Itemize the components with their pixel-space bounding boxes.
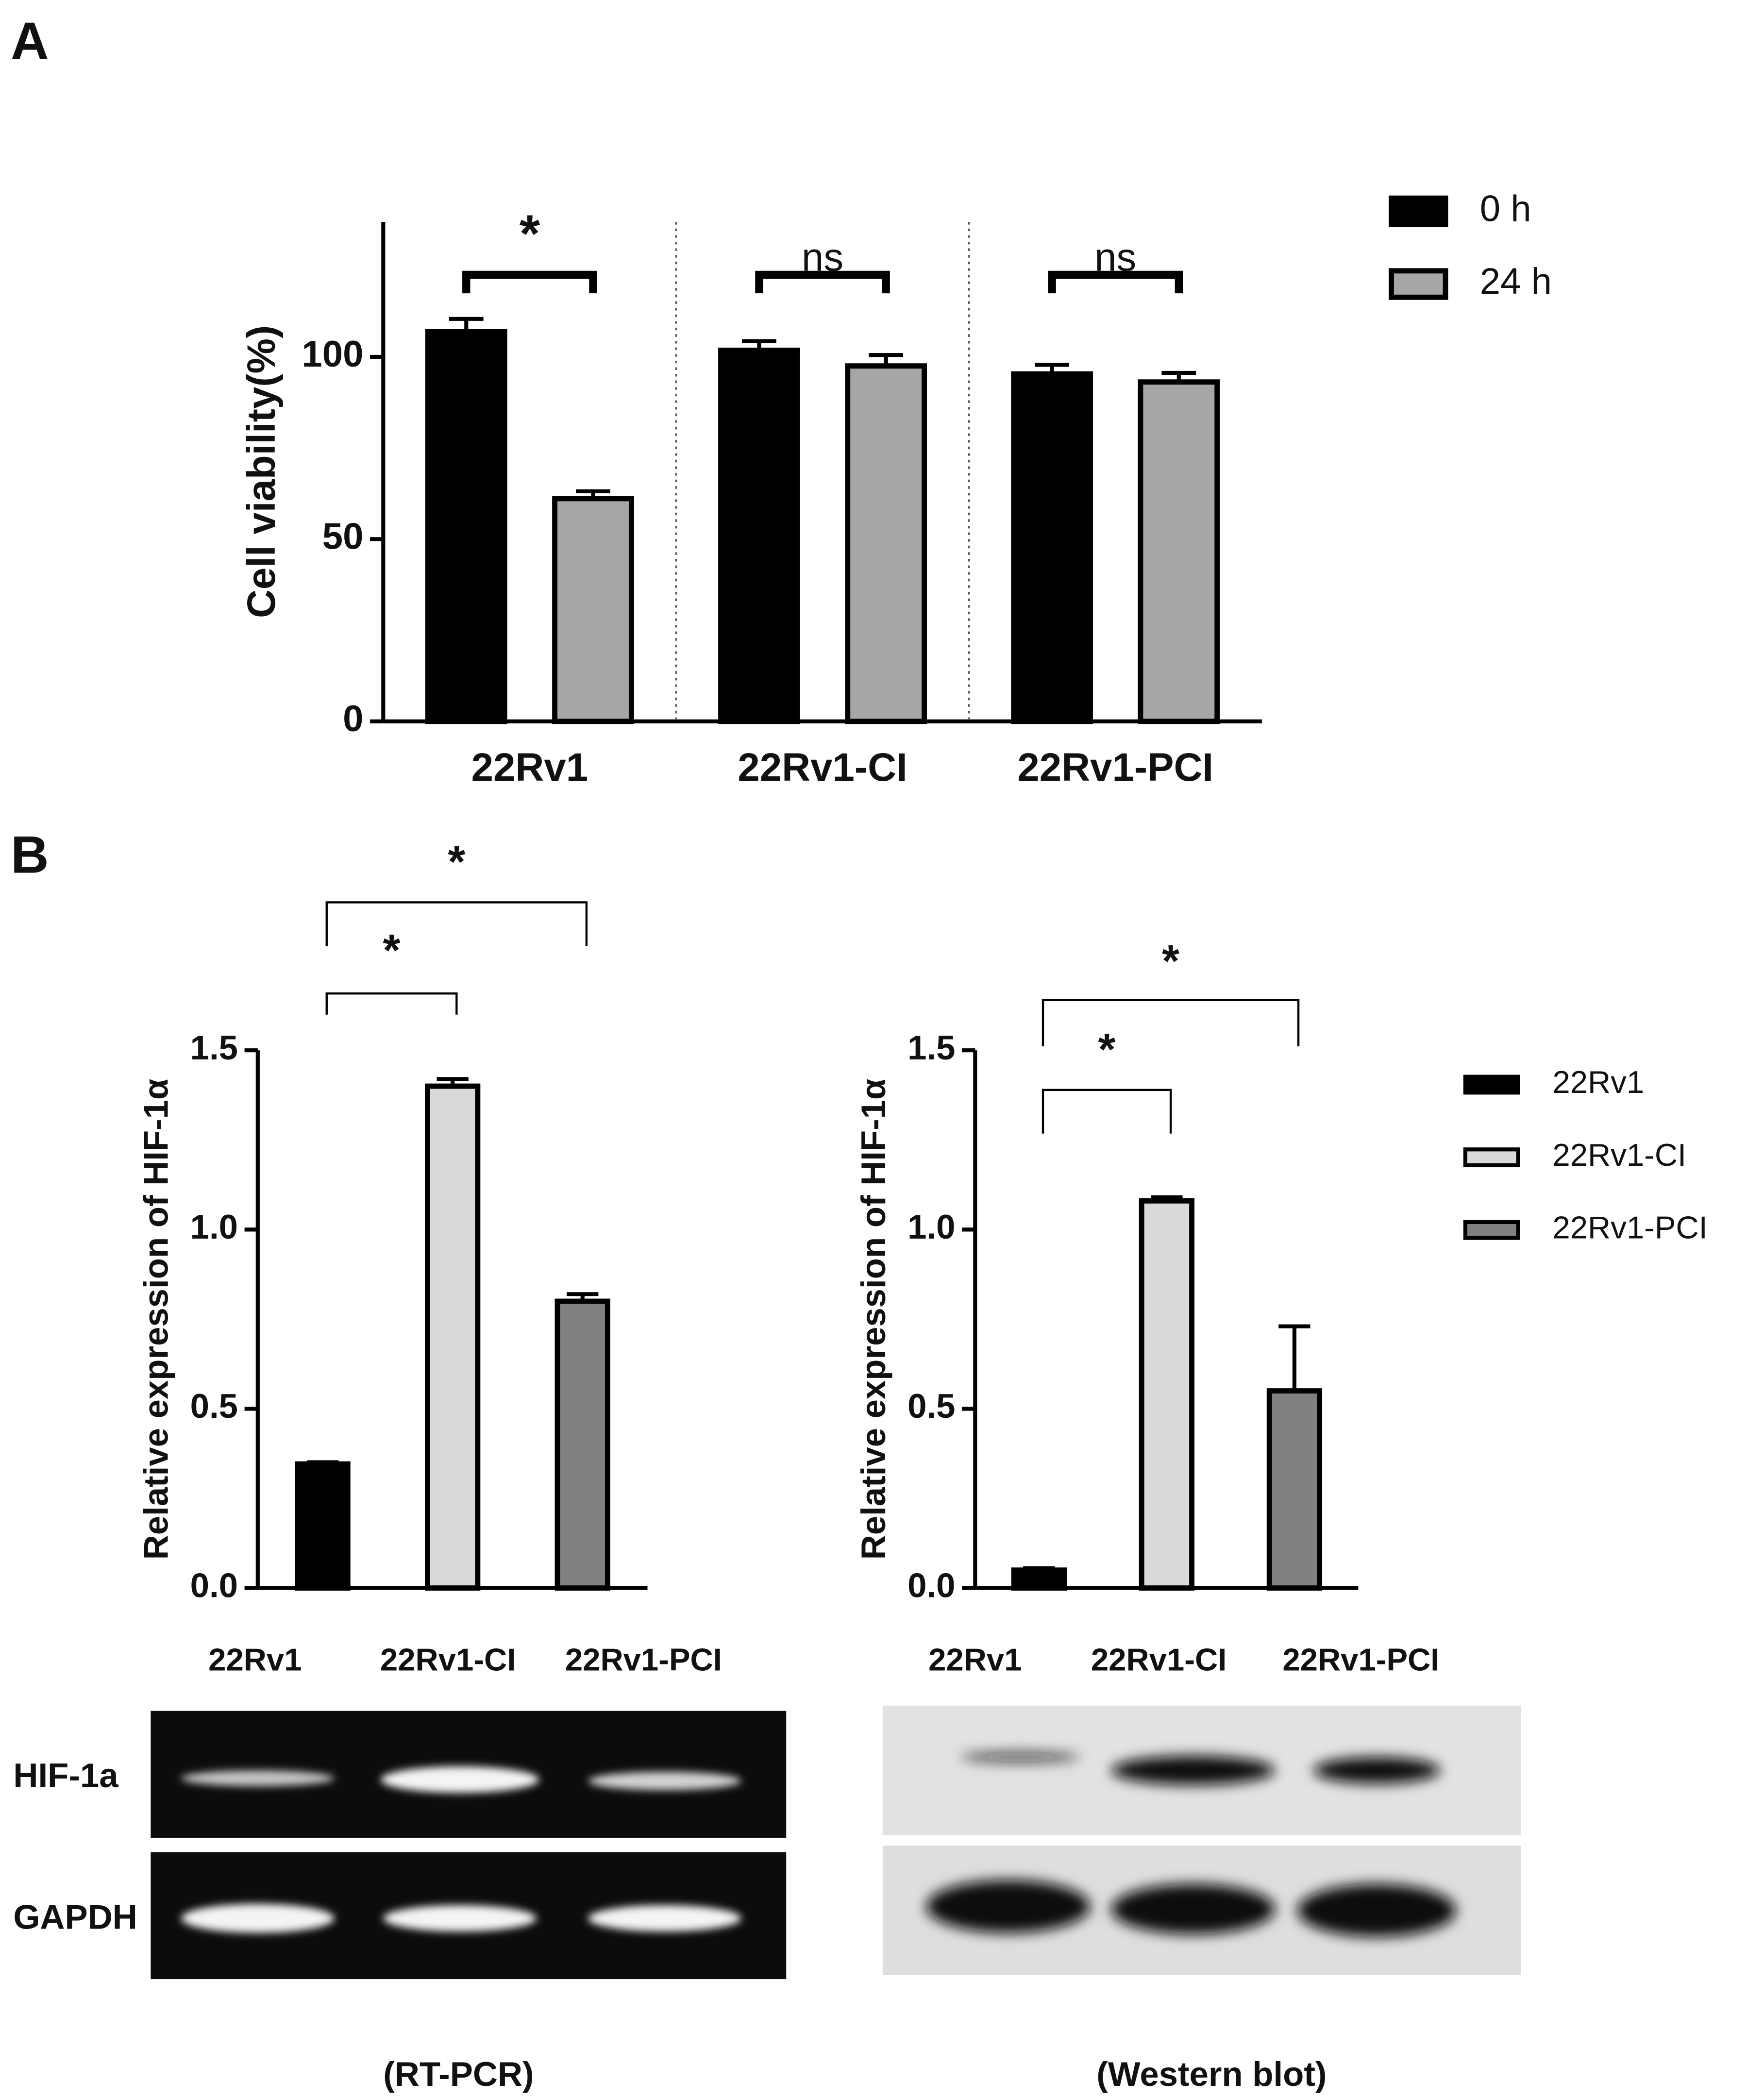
significance-bracket (325, 992, 458, 1015)
panel-label: A (11, 11, 49, 70)
blot-caption: (RT-PCR) (383, 2055, 534, 2093)
y-axis-label: Relative expression of HIF-1α (854, 1079, 892, 1560)
gel-row-label: HIF-1a (13, 1756, 118, 1795)
x-tick-label: 22Rv1-PCI (1017, 745, 1213, 789)
x-tick-label: 22Rv1 (208, 1642, 302, 1677)
significance-label: * (520, 204, 540, 264)
significance-label: * (448, 837, 465, 887)
rt-pcr-gel (151, 1711, 787, 1980)
y-tick-label: 0.0 (907, 1566, 955, 1604)
y-tick-label: 1.5 (190, 1028, 238, 1067)
panel-label: B (11, 825, 49, 884)
legend-swatch (1463, 1220, 1520, 1240)
significance-label: * (1098, 1024, 1116, 1074)
error-bar (1278, 1324, 1310, 1391)
significance-label: * (383, 925, 401, 975)
x-tick-label: 22Rv1-CI (1091, 1642, 1226, 1677)
significance-bracket (1042, 1089, 1172, 1134)
x-tick-label: 22Rv1-PCI (565, 1642, 722, 1677)
y-axis-label: Cell viability(%) (239, 325, 284, 618)
bar (425, 1083, 481, 1591)
legend-swatch (1389, 195, 1448, 228)
bar (552, 496, 634, 724)
bar (425, 329, 507, 724)
bar (1138, 379, 1220, 724)
legend-label: 22Rv1-CI (1552, 1137, 1686, 1173)
y-axis-label: Relative expression of HIF-1α (136, 1079, 175, 1560)
bar (1011, 1567, 1067, 1591)
y-tick-label: 0.5 (907, 1387, 955, 1425)
significance-bracket (755, 270, 890, 294)
blot-caption: (Western blot) (1096, 2055, 1327, 2093)
legend-swatch (1463, 1074, 1520, 1095)
bar (718, 347, 800, 724)
bar (1139, 1198, 1195, 1591)
legend-swatch (1463, 1147, 1520, 1168)
significance-label: * (1162, 936, 1179, 986)
y-tick-label: 1.0 (190, 1208, 238, 1246)
western-blot (882, 1705, 1521, 1975)
x-tick-label: 22Rv1-PCI (1282, 1642, 1439, 1677)
bar (1266, 1388, 1323, 1591)
y-tick-label: 1.5 (907, 1028, 955, 1067)
y-tick-label: 1.0 (907, 1208, 955, 1246)
significance-bracket (1048, 270, 1183, 294)
bar (295, 1461, 351, 1591)
legend-label: 22Rv1 (1552, 1064, 1644, 1100)
significance-bracket (1042, 999, 1300, 1047)
x-tick-label: 22Rv1-CI (380, 1642, 516, 1677)
bar (554, 1298, 610, 1591)
significance-label: ns (802, 235, 843, 280)
x-tick-label: 22Rv1 (928, 1642, 1022, 1677)
significance-bracket (325, 901, 588, 946)
legend-swatch (1389, 268, 1448, 300)
significance-bracket (462, 270, 597, 294)
legend-label: 24 h (1480, 261, 1552, 302)
y-tick-label: 50 (322, 516, 364, 557)
x-tick-label: 22Rv1-CI (738, 745, 907, 789)
y-tick-label: 100 (302, 334, 363, 375)
y-tick-label: 0.5 (190, 1387, 238, 1425)
y-tick-label: 0 (343, 698, 363, 739)
legend-label: 0 h (1480, 188, 1531, 229)
y-tick-label: 0.0 (190, 1566, 238, 1604)
bar (1011, 371, 1093, 724)
legend-label: 22Rv1-PCI (1552, 1210, 1707, 1245)
bar (845, 363, 927, 724)
significance-label: ns (1094, 235, 1136, 280)
x-tick-label: 22Rv1 (471, 745, 588, 789)
gel-row-label: GAPDH (13, 1897, 137, 1936)
